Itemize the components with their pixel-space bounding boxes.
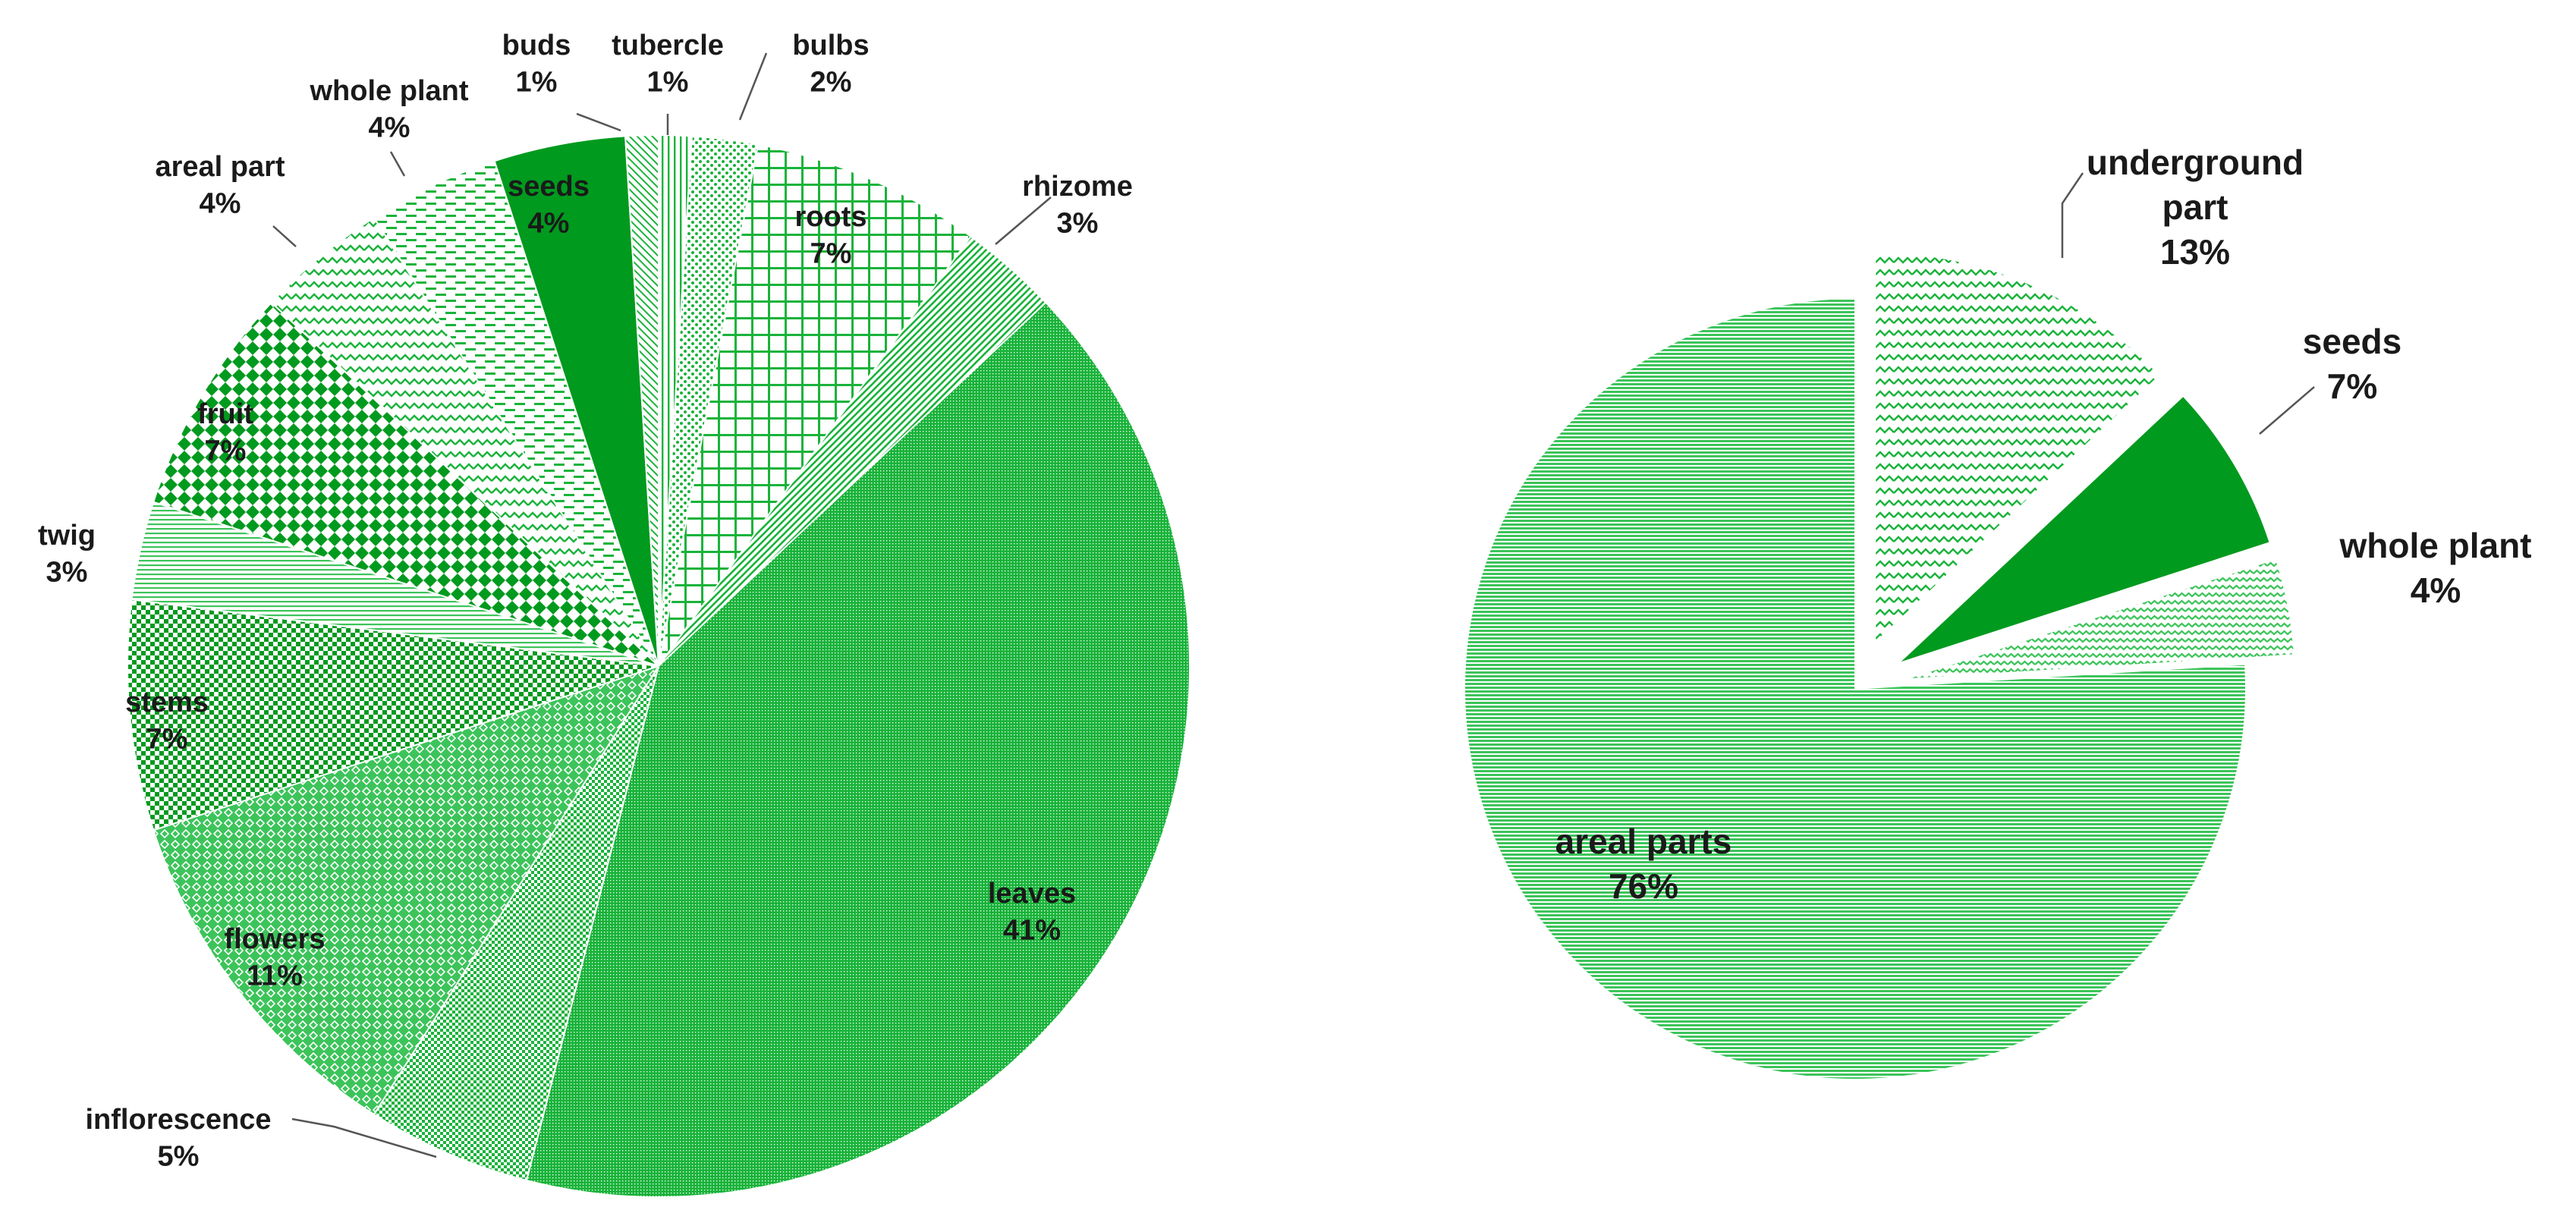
slice-percent: 7% <box>146 724 188 756</box>
pie-slice-leaves <box>525 301 1191 1199</box>
leader-line <box>291 1117 437 1158</box>
data-label-rhizome: rhizome 3% <box>995 171 1133 245</box>
data-label-inflorescence: inflorescence 5% <box>86 1104 437 1173</box>
leader-line <box>2259 386 2315 435</box>
slice-percent: 4% <box>369 112 410 144</box>
pie-slice-areal-parts <box>1463 297 2247 1080</box>
data-label-bulbs: bulbs 2% <box>738 30 870 121</box>
data-label-leaves: leaves 41% <box>988 878 1076 947</box>
pie-slice-buds <box>624 134 659 667</box>
data-label-twig: twig 3% <box>38 520 96 589</box>
slice-percent: 13% <box>2160 232 2230 272</box>
slices <box>127 134 1191 1199</box>
leader-line <box>738 52 768 121</box>
slice-label: seeds <box>2303 322 2401 361</box>
slices <box>1463 251 2295 1080</box>
slice-label: seeds <box>508 171 590 203</box>
data-label-flowers: flowers 11% <box>224 923 325 992</box>
slice-label: fruit <box>197 398 253 430</box>
slice-percent: 7% <box>2327 366 2377 406</box>
slice-percent: 4% <box>528 208 570 240</box>
leader-line <box>272 225 297 247</box>
slice-label: bulbs <box>792 30 869 61</box>
pie-slice-stems <box>127 599 659 831</box>
slice-label: leaves <box>988 878 1076 910</box>
slice-label: flowers <box>224 923 325 955</box>
slice-percent: 2% <box>810 67 852 99</box>
slice-percent: 3% <box>46 557 88 589</box>
slice-label: buds <box>502 30 571 61</box>
slice-label: rhizome <box>1022 171 1133 203</box>
pie-slice-seeds <box>1898 394 2271 665</box>
pie-chart-grouped-parts: underground part 13% seeds 7% whole plant 4% ar… <box>1463 143 2532 1080</box>
slice-label: roots <box>795 201 867 233</box>
data-label-stems: stems 7% <box>125 687 209 756</box>
leader-line <box>2061 172 2084 258</box>
slice-percent: 7% <box>810 238 852 270</box>
slice-label: areal parts <box>1555 822 1732 861</box>
slice-label: tubercle <box>612 30 724 61</box>
slice-percent: 41% <box>1003 915 1061 947</box>
leader-line <box>995 196 1052 245</box>
slice-label: whole plant <box>2339 526 2532 565</box>
slice-label: areal part <box>155 151 285 183</box>
data-label-underground-part: underground part 13% <box>2061 143 2304 272</box>
data-label-areal-parts: areal parts 76% <box>1555 822 1732 906</box>
slice-label: whole plant <box>310 75 469 107</box>
data-label-whole-plant: whole plant 4% <box>310 75 469 177</box>
data-label-whole-plant: whole plant 4% <box>2339 526 2532 610</box>
data-label-seeds: seeds 7% <box>2259 322 2401 435</box>
slice-label: underground part <box>2087 143 2304 227</box>
slice-percent: 4% <box>2411 570 2461 610</box>
slice-label: inflorescence <box>86 1104 272 1136</box>
pie-slice-fruit <box>152 301 659 667</box>
pie-slice-flowers <box>152 665 661 1116</box>
data-label-roots: roots 7% <box>795 201 867 270</box>
data-labels: underground part 13% seeds 7% whole plant 4% ar… <box>1555 143 2532 906</box>
data-label-fruit: fruit 7% <box>197 398 253 467</box>
slice-percent: 1% <box>647 67 689 99</box>
slice-percent: 1% <box>516 67 558 99</box>
leader-line <box>389 151 406 177</box>
slice-percent: 11% <box>247 960 303 992</box>
slice-label: stems <box>125 687 209 718</box>
pie-slice-underground-part <box>1874 251 2162 645</box>
data-label-areal-part: areal part 4% <box>155 151 297 247</box>
slice-percent: 3% <box>1057 208 1099 240</box>
data-labels: tubercle 1% bulbs 2% roots 7% rhizome 3% leaves 4… <box>38 30 1133 1173</box>
data-label-buds: buds 1% <box>502 30 621 132</box>
slice-percent: 76% <box>1609 866 1678 906</box>
data-label-seeds: seeds 4% <box>508 171 590 240</box>
data-label-tubercle: tubercle 1% <box>612 30 724 135</box>
pie-slice-roots <box>658 143 972 667</box>
pie-slice-inflorescence <box>373 665 659 1182</box>
slice-label: twig <box>38 520 96 552</box>
slice-percent: 4% <box>200 188 241 220</box>
leader-line <box>576 112 621 132</box>
pie-slice-whole-plant <box>1904 558 2295 681</box>
pie-chart-plant-parts: tubercle 1% bulbs 2% roots 7% rhizome 3% leaves 4… <box>38 30 1191 1199</box>
slice-percent: 5% <box>158 1141 200 1173</box>
slice-percent: 7% <box>205 435 247 467</box>
